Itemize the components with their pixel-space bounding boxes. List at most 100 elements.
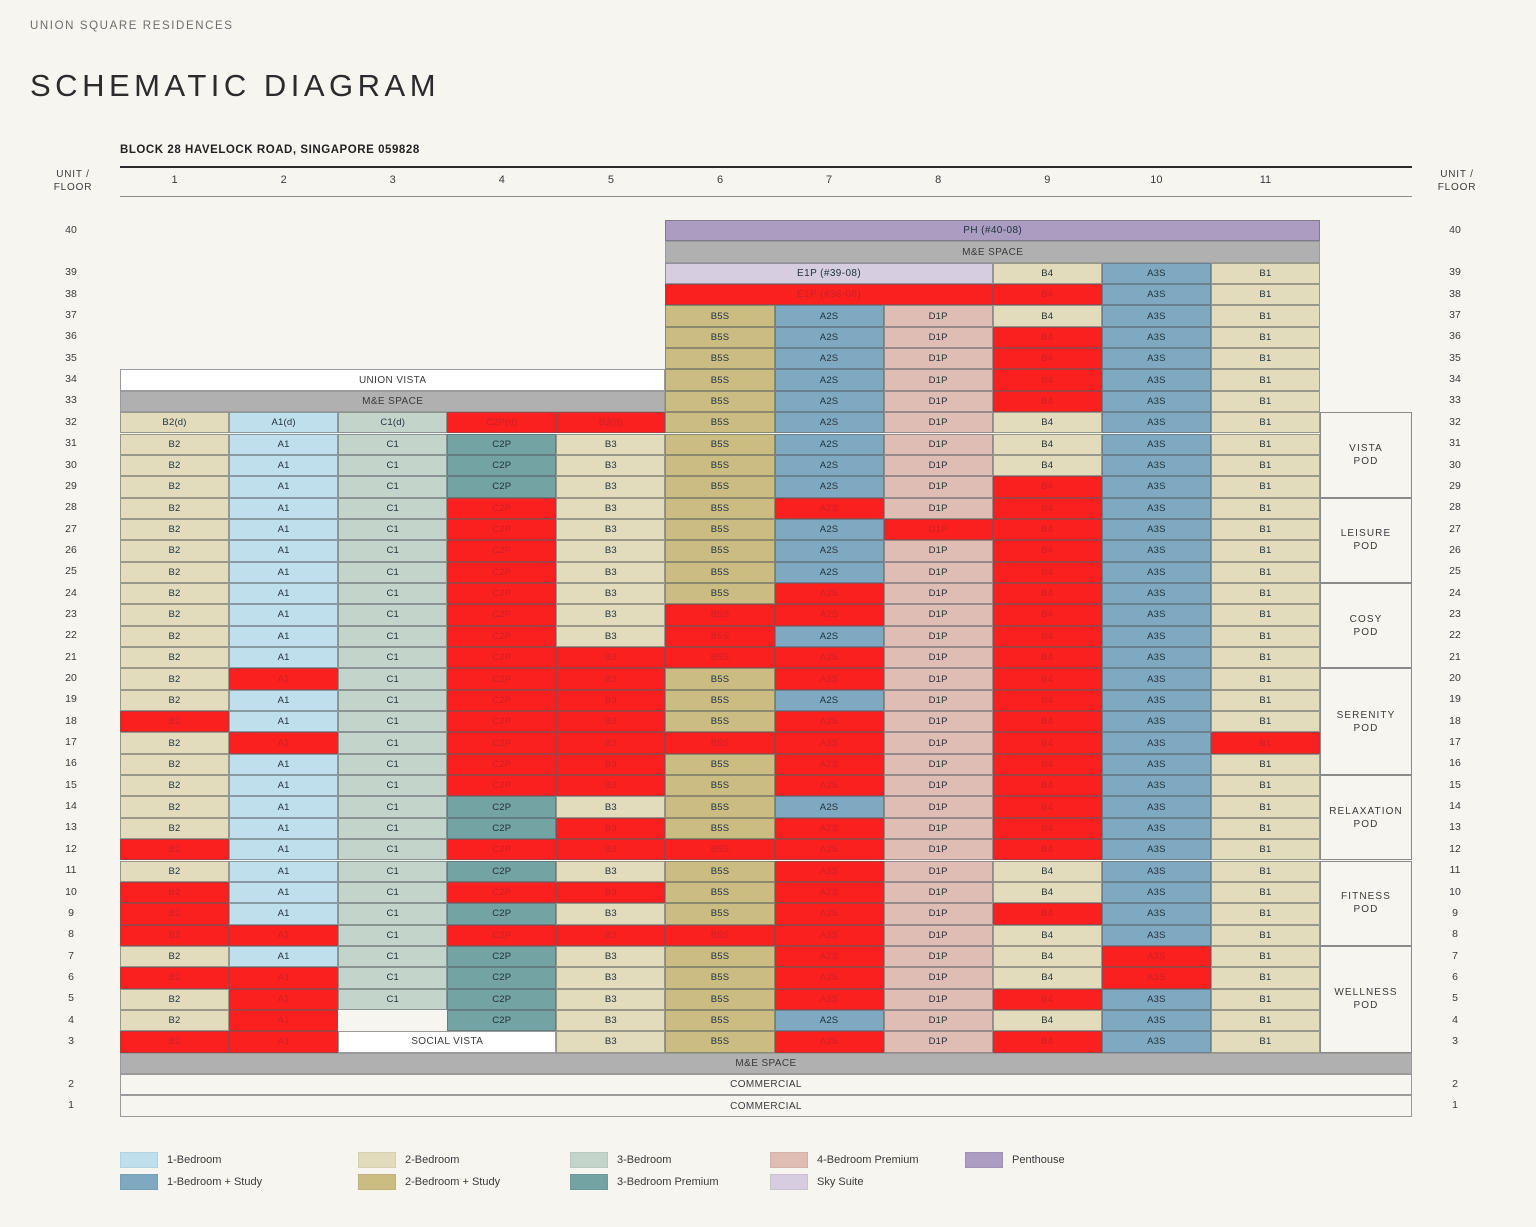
unit-cell-15-2[interactable]: A1 <box>229 775 339 797</box>
unit-cell-5-3[interactable]: C1 <box>338 988 448 1010</box>
unit-cell-5-10[interactable]: A3S <box>1101 988 1211 1010</box>
unit-cell-6-9[interactable]: B4 <box>992 967 1102 989</box>
unit-cell-19-3[interactable]: C1 <box>338 689 448 712</box>
unit-cell-18-8[interactable]: D1P <box>883 711 993 733</box>
unit-cell-29-2[interactable]: A1 <box>229 476 339 498</box>
unit-cell-36-9[interactable]: B4 <box>992 326 1102 349</box>
unit-cell-6-10[interactable]: A3S <box>1101 967 1211 989</box>
unit-cell-3-11[interactable]: B1 <box>1210 1031 1320 1053</box>
unit-cell-6-6[interactable]: B5S <box>665 967 775 989</box>
unit-cell-18-5[interactable]: B3 <box>556 711 666 733</box>
unit-cell-17-3[interactable]: C1 <box>338 732 448 754</box>
unit-cell-8-5[interactable]: B3 <box>556 924 666 946</box>
unit-cell-16-11[interactable]: B1 <box>1210 753 1320 776</box>
unit-cell-37-9[interactable]: B4 <box>992 305 1102 327</box>
unit-cell-29-11[interactable]: B1 <box>1210 476 1320 498</box>
unit-cell-6-8[interactable]: D1P <box>883 967 993 989</box>
unit-cell-14-4[interactable]: C2P <box>447 796 557 818</box>
unit-cell-32-9[interactable]: B4 <box>992 412 1102 434</box>
unit-cell-25-6[interactable]: B5S <box>665 561 775 583</box>
unit-cell-31-10[interactable]: A3S <box>1101 433 1211 455</box>
unit-cell-24-9[interactable]: B4 <box>992 582 1102 605</box>
unit-cell-25-9[interactable]: B4 <box>992 561 1102 583</box>
unit-cell-18-11[interactable]: B1 <box>1210 711 1320 733</box>
unit-cell-11-4[interactable]: C2P <box>447 860 557 882</box>
unit-cell-12-1[interactable]: B2 <box>120 839 230 861</box>
unit-cell-20-9[interactable]: B4 <box>992 668 1102 690</box>
unit-cell-30-8[interactable]: D1P <box>883 454 993 477</box>
unit-cell-29-7[interactable]: A2S <box>774 476 884 498</box>
unit-cell-12-3[interactable]: C1 <box>338 839 448 861</box>
unit-cell-35-9[interactable]: B4 <box>992 348 1102 370</box>
unit-cell-11-7[interactable]: A2S <box>774 860 884 882</box>
unit-cell-34-9[interactable]: B4 <box>992 369 1102 391</box>
unit-cell-7-4[interactable]: C2P <box>447 945 557 968</box>
unit-cell-4-2[interactable]: A1 <box>229 1009 339 1032</box>
unit-cell-5-6[interactable]: B5S <box>665 988 775 1010</box>
unit-cell-7-10[interactable]: A3S <box>1101 945 1211 968</box>
unit-cell-19-8[interactable]: D1P <box>883 689 993 712</box>
unit-cell-38-11[interactable]: B1 <box>1210 284 1320 306</box>
unit-cell-15-7[interactable]: A2S <box>774 775 884 797</box>
unit-cell-35-7[interactable]: A2S <box>774 348 884 370</box>
unit-cell-4-1[interactable]: B2 <box>120 1009 230 1032</box>
unit-cell-37-7[interactable]: A2S <box>774 305 884 327</box>
union-vista-band[interactable]: UNION VISTA <box>120 369 666 391</box>
unit-cell-22-4[interactable]: C2P <box>447 625 557 647</box>
unit-cell-19-6[interactable]: B5S <box>665 689 775 712</box>
unit-cell-20-1[interactable]: B2 <box>120 668 230 690</box>
unit-cell-23-2[interactable]: A1 <box>229 604 339 626</box>
unit-cell-21-11[interactable]: B1 <box>1210 647 1320 669</box>
unit-cell-15-5[interactable]: B3 <box>556 775 666 797</box>
unit-cell-14-11[interactable]: B1 <box>1210 796 1320 818</box>
unit-cell-19-9[interactable]: B4 <box>992 689 1102 712</box>
unit-cell-27-8[interactable]: D1P <box>883 518 993 541</box>
unit-cell-31-8[interactable]: D1P <box>883 433 993 455</box>
unit-cell-17-10[interactable]: A3S <box>1101 732 1211 754</box>
unit-cell-26-5[interactable]: B3 <box>556 540 666 562</box>
unit-cell-30-5[interactable]: B3 <box>556 454 666 477</box>
unit-cell-9-4[interactable]: C2P <box>447 903 557 925</box>
unit-cell-22-9[interactable]: B4 <box>992 625 1102 647</box>
unit-cell-29-8[interactable]: D1P <box>883 476 993 498</box>
unit-cell-10-11[interactable]: B1 <box>1210 881 1320 904</box>
unit-cell-10-9[interactable]: B4 <box>992 881 1102 904</box>
unit-cell-16-6[interactable]: B5S <box>665 753 775 776</box>
unit-cell-14-9[interactable]: B4 <box>992 796 1102 818</box>
unit-cell-4-10[interactable]: A3S <box>1101 1009 1211 1032</box>
unit-cell-23-6[interactable]: B5S <box>665 604 775 626</box>
unit-cell-32-11[interactable]: B1 <box>1210 412 1320 434</box>
unit-cell-21-7[interactable]: A2S <box>774 647 884 669</box>
unit-cell-27-3[interactable]: C1 <box>338 518 448 541</box>
unit-cell-32-1[interactable]: B2(d) <box>120 412 230 434</box>
me-space-band-bottom[interactable]: M&E SPACE <box>120 1052 1412 1074</box>
unit-cell-8-11[interactable]: B1 <box>1210 924 1320 946</box>
unit-cell-13-2[interactable]: A1 <box>229 817 339 840</box>
unit-cell-19-2[interactable]: A1 <box>229 689 339 712</box>
unit-cell-32-7[interactable]: A2S <box>774 412 884 434</box>
unit-cell-36-10[interactable]: A3S <box>1101 326 1211 349</box>
unit-cell-29-5[interactable]: B3 <box>556 476 666 498</box>
unit-cell-27-6[interactable]: B5S <box>665 518 775 541</box>
unit-cell-17-7[interactable]: A2S <box>774 732 884 754</box>
unit-cell-35-6[interactable]: B5S <box>665 348 775 370</box>
unit-cell-32-10[interactable]: A3S <box>1101 412 1211 434</box>
unit-cell-34-7[interactable]: A2S <box>774 369 884 391</box>
unit-cell-6-4[interactable]: C2P <box>447 967 557 989</box>
unit-cell-37-6[interactable]: B5S <box>665 305 775 327</box>
unit-cell-11-5[interactable]: B3 <box>556 860 666 882</box>
unit-cell-24-6[interactable]: B5S <box>665 582 775 605</box>
unit-cell-21-2[interactable]: A1 <box>229 647 339 669</box>
unit-cell-3-8[interactable]: D1P <box>883 1031 993 1053</box>
unit-cell-16-1[interactable]: B2 <box>120 753 230 776</box>
unit-cell-16-3[interactable]: C1 <box>338 753 448 776</box>
unit-cell-10-1[interactable]: B2 <box>120 881 230 904</box>
unit-cell-27-1[interactable]: B2 <box>120 518 230 541</box>
unit-cell-10-6[interactable]: B5S <box>665 881 775 904</box>
unit-cell-18-4[interactable]: C2P <box>447 711 557 733</box>
unit-cell-25-8[interactable]: D1P <box>883 561 993 583</box>
unit-cell-20-3[interactable]: C1 <box>338 668 448 690</box>
unit-cell-13-1[interactable]: B2 <box>120 817 230 840</box>
unit-cell-20-6[interactable]: B5S <box>665 668 775 690</box>
unit-cell-8-7[interactable]: A2S <box>774 924 884 946</box>
